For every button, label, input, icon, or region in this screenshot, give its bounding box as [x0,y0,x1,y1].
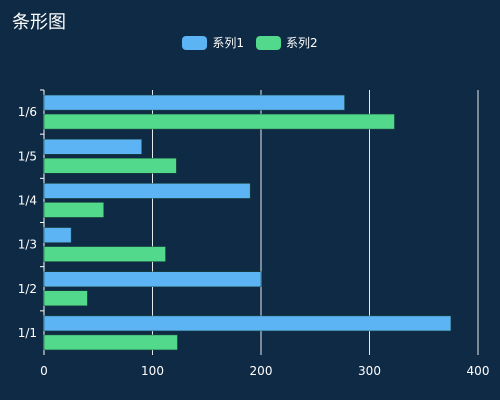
x-tick-label-3: 300 [358,364,381,378]
y-tick-label-3: 1/4 [18,193,37,207]
legend-item-series-2[interactable]: 系列2 [256,34,318,51]
x-tick-label-1: 100 [141,364,164,378]
x-tick-label-2: 200 [250,364,273,378]
chart-title: 条形图 [12,12,66,33]
legend-swatch-series-2 [256,35,281,50]
legend-swatch-series-1 [182,35,208,50]
bar-series-2-5 [43,113,395,130]
bar-series-1-4 [43,139,142,155]
bar-series-1-1 [43,271,262,287]
legend: 系列1 系列2 [0,34,500,51]
legend-label-series-2: 系列2 [286,36,318,50]
y-tick-label-5: 1/6 [18,105,37,119]
y-tick-label-4: 1/5 [18,149,37,163]
bar-series-2-3 [43,202,104,218]
legend-item-series-1[interactable]: 系列1 [182,34,244,51]
y-tick-label-1: 1/2 [18,282,37,296]
bar-series-1-5 [43,94,345,111]
bar-series-2-2 [43,246,166,262]
bar-series-2-4 [43,158,177,174]
y-tick-label-2: 1/3 [18,238,37,252]
bar-series-1-2 [43,227,72,243]
bar-series-1-3 [43,183,251,199]
y-tick-label-0: 1/1 [18,326,37,340]
bar-series-1-0 [43,315,452,332]
bar-series-2-0 [43,334,178,351]
x-tick-label-0: 0 [40,364,48,378]
bar-series-2-1 [43,290,88,306]
x-tick-label-4: 400 [467,364,490,378]
legend-label-series-1: 系列1 [212,36,244,50]
